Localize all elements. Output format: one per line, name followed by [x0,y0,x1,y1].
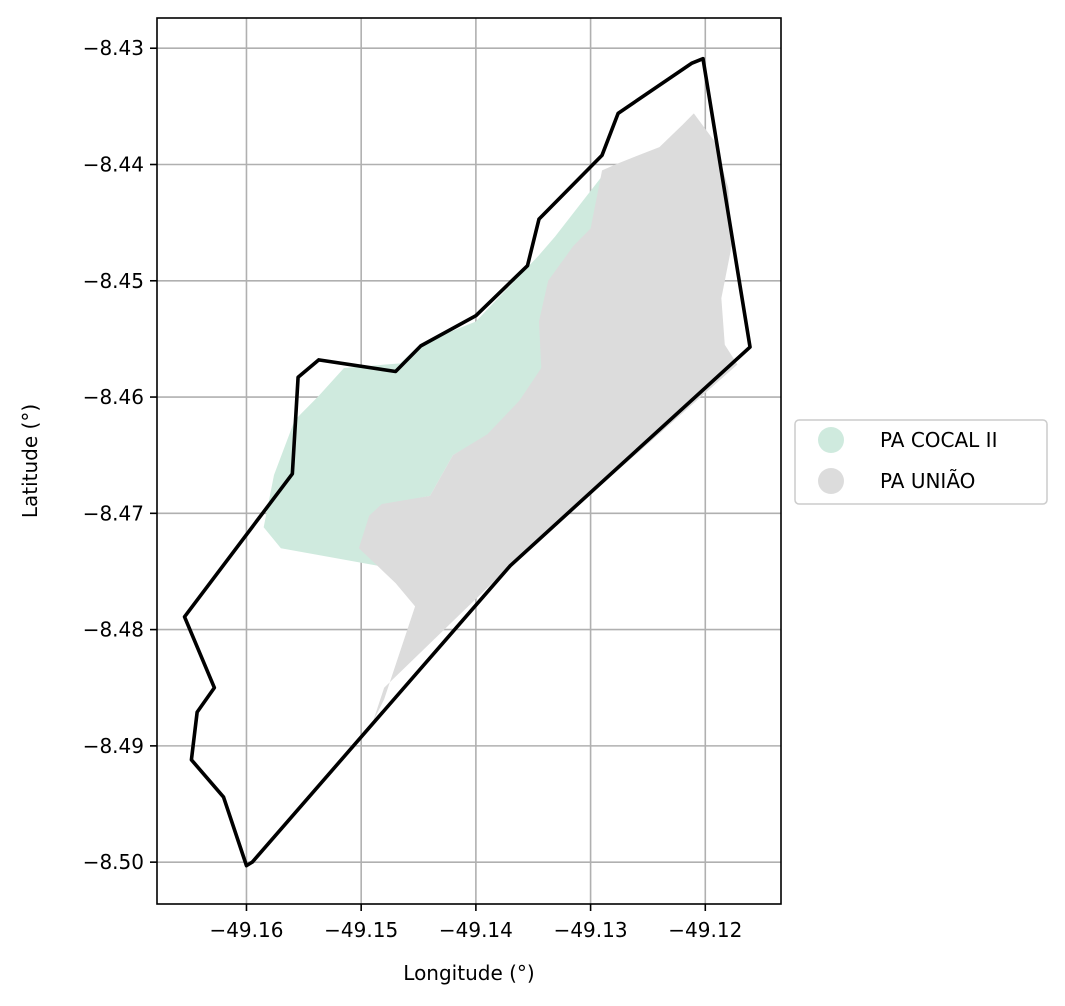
map-polygons [263,113,738,723]
y-tick-label-7: −8.50 [83,850,144,874]
legend-marker-uniao [818,468,844,494]
legend-box [794,419,1048,505]
plot-frame [156,17,782,905]
grid [157,18,781,904]
y-tick-label-2: −8.45 [83,269,144,293]
y-tick-label-1: −8.44 [83,153,144,177]
legend-label-cocal: PA COCAL II [880,428,997,452]
boundary-outline [182,56,752,868]
y-tick-label-6: −8.49 [83,734,144,758]
y-tick-label-0: −8.43 [83,36,144,60]
y-tick-label-3: −8.46 [83,385,144,409]
x-axis-ticks: −49.16 −49.15 −49.14 −49.13 −49.12 [209,904,742,942]
x-tick-label-2: −49.14 [439,918,513,942]
x-tick-label-3: −49.13 [554,918,628,942]
y-axis-label: Latitude (°) [18,404,42,518]
region-pa-uniao [358,113,738,723]
y-axis-ticks: −8.43 −8.44 −8.45 −8.46 −8.47 −8.48 −8.49 −8.50 [83,36,157,874]
x-tick-label-1: −49.15 [324,918,398,942]
y-tick-label-5: −8.48 [83,618,144,642]
legend-label-uniao: PA UNIÃO [880,469,975,493]
y-tick-label-4: −8.47 [83,501,144,525]
x-tick-label-4: −49.12 [668,918,742,942]
legend: PA COCAL II PA UNIÃO [794,419,1048,505]
x-axis-label: Longitude (°) [403,961,534,985]
region-pa-cocal-ii [263,176,621,566]
legend-marker-cocal [818,427,844,453]
x-tick-label-0: −49.16 [209,918,283,942]
settlement-boundary [182,56,752,868]
